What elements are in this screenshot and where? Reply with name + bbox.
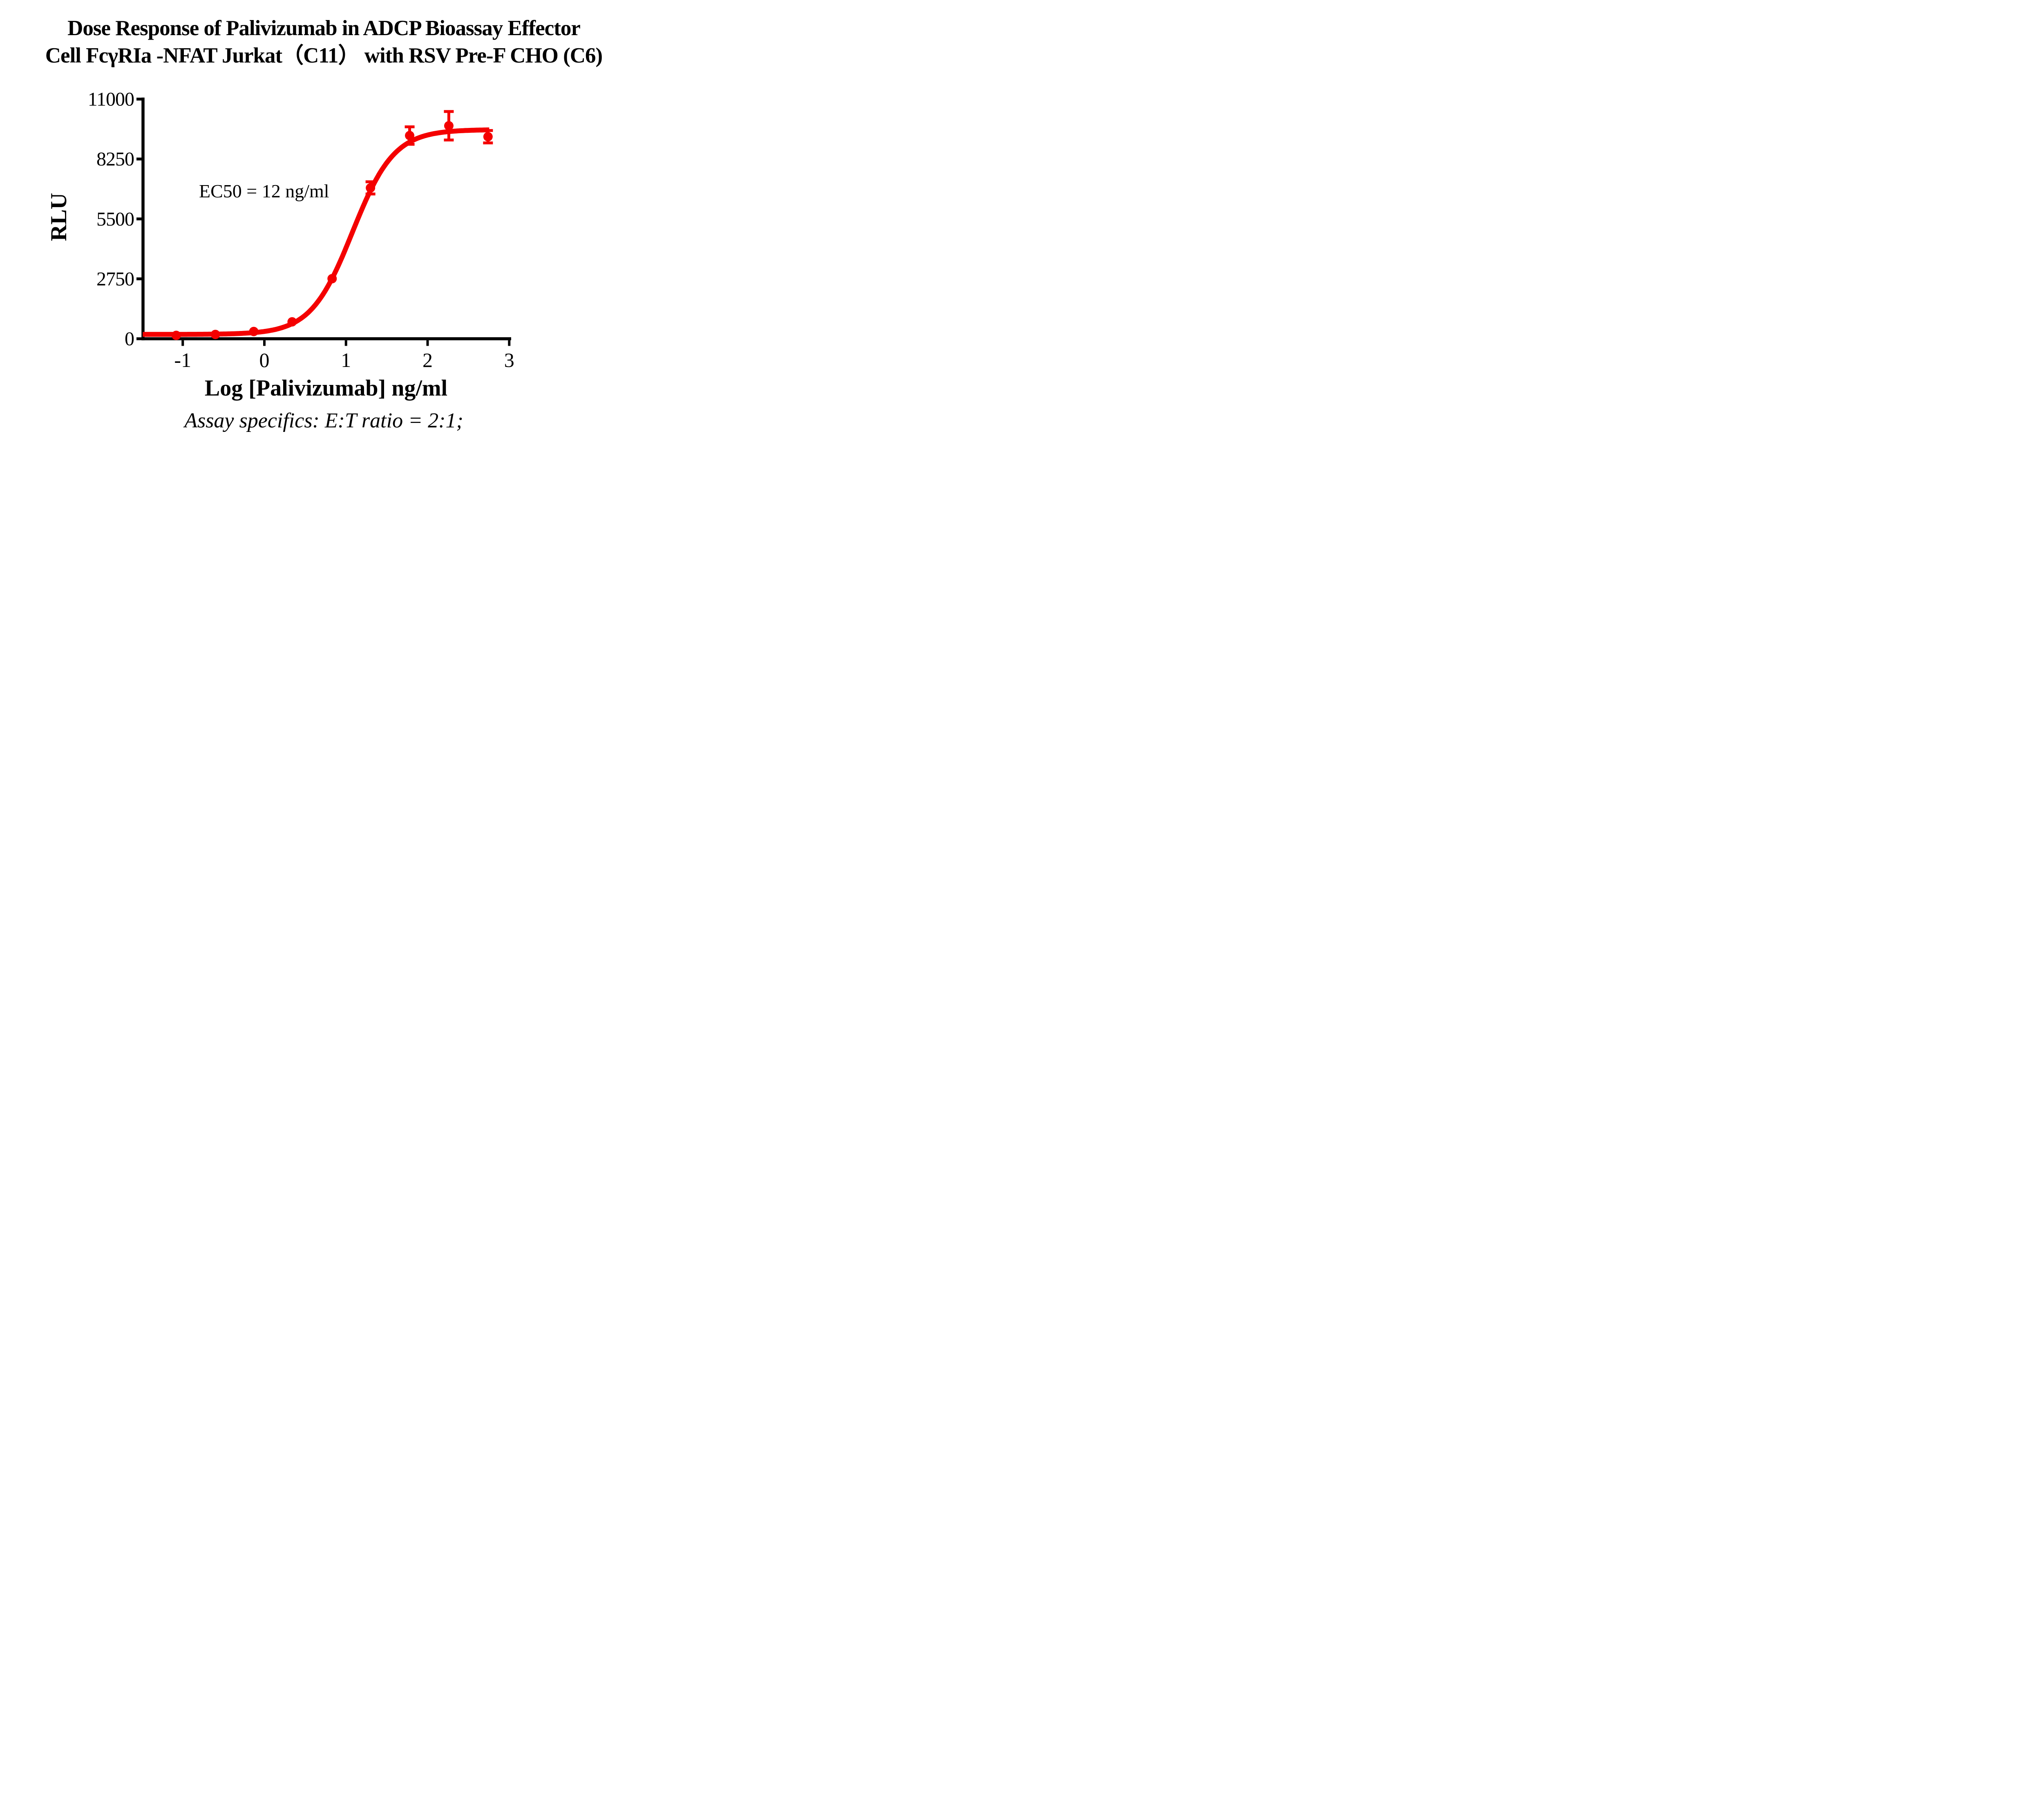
- plot-area: RLU Log [Palivizumab] ng/ml 0 2750 5500 825…: [46, 89, 514, 401]
- x-tick-label: 0: [259, 349, 270, 371]
- chart-title: Dose Response of Palivizumab in ADCP Bio…: [0, 15, 648, 69]
- data-point: [249, 326, 259, 336]
- y-tick-label: 0: [125, 328, 134, 350]
- data-point: [483, 132, 493, 142]
- x-tick-label: -1: [174, 349, 191, 371]
- y-tick-label: 8250: [96, 148, 134, 170]
- ec50-annotation: EC50 = 12 ng/ml: [199, 181, 329, 201]
- x-axis-title: Log [Palivizumab] ng/ml: [205, 376, 447, 401]
- chart-title-line1: Dose Response of Palivizumab in ADCP Bio…: [67, 16, 581, 40]
- data-point: [366, 183, 376, 193]
- data-point: [405, 131, 415, 141]
- y-tick-label: 2750: [96, 268, 134, 290]
- x-tick-label: 1: [341, 349, 351, 371]
- fit-curve: [143, 127, 490, 337]
- x-tick-label: 3: [504, 349, 514, 371]
- dose-response-figure: Dose Response of Palivizumab in ADCP Bio…: [0, 0, 648, 455]
- y-axis-title: RLU: [46, 193, 72, 241]
- data-point: [327, 274, 337, 284]
- y-tick-label: 11000: [88, 89, 134, 110]
- y-tick-label: 5500: [96, 208, 134, 230]
- data-point: [171, 331, 181, 340]
- data-point: [287, 317, 297, 327]
- data-point: [444, 121, 454, 131]
- data-point: [210, 329, 220, 339]
- assay-specifics-note: Assay specifics: E:T ratio = 2:1;: [184, 409, 463, 432]
- x-tick-label: 2: [422, 349, 433, 371]
- chart-title-line2: Cell FcγRIa -NFAT Jurkat（C11） with RSV P…: [45, 43, 603, 67]
